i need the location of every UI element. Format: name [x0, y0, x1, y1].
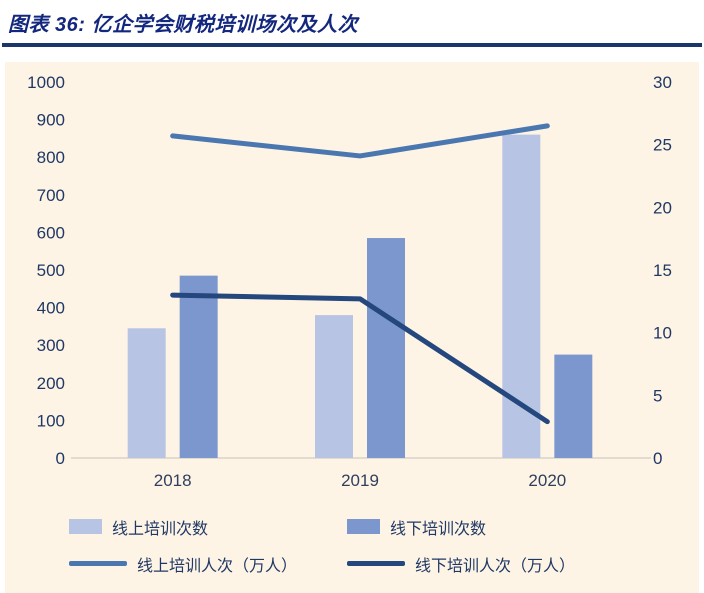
left-axis-tick: 1000	[27, 73, 65, 92]
bar-series0-2018	[127, 328, 166, 458]
legend-label-online-sessions: 线上培训次数	[112, 520, 209, 538]
legend-swatch-offline-trainees	[347, 561, 405, 566]
x-axis-label: 2020	[528, 471, 566, 490]
line-series0	[170, 123, 550, 159]
right-axis-tick: 25	[653, 136, 672, 155]
chart-panel: 0 100 200 300 400 500 600 700 800 900 1000 0 5 10 15 20…	[5, 62, 699, 593]
right-axis-tick: 20	[653, 198, 672, 217]
legend-row-lines: 线上培训人次（万人） 线下培训人次（万人）	[69, 545, 699, 582]
bar-series1-2019	[367, 238, 405, 458]
left-axis-tick: 700	[37, 186, 65, 205]
x-axis-label: 2019	[341, 471, 379, 490]
right-axis-tick: 0	[653, 449, 662, 468]
bar-series0-2019	[315, 315, 353, 458]
title-underline	[2, 43, 702, 47]
legend-swatch-online-trainees	[69, 561, 127, 566]
line-series1	[170, 292, 550, 425]
left-axis-tick: 400	[37, 299, 65, 318]
right-axis-tick: 30	[653, 73, 672, 92]
legend-item-online-trainees: 线上培训人次（万人）	[69, 552, 347, 576]
legend-item-offline-trainees: 线下培训人次（万人）	[347, 552, 625, 576]
legend-swatch-online-sessions	[69, 519, 102, 534]
legend-label-offline-sessions: 线下培训次数	[390, 520, 487, 538]
figure-title: 图表 36: 亿企学会财税培训场次及人次	[8, 14, 359, 36]
legend-swatch-offline-sessions	[347, 519, 380, 534]
legend-label-online-trainees: 线上培训人次（万人）	[137, 557, 298, 575]
right-axis-tick: 5	[653, 386, 662, 405]
legend-item-online-sessions: 线上培训次数	[69, 515, 347, 539]
left-axis-tick: 100	[37, 411, 65, 430]
legend-row-bars: 线上培训次数 线下培训次数	[69, 508, 699, 545]
x-axis-label: 2018	[154, 471, 192, 490]
left-axis-tick: 200	[37, 374, 65, 393]
left-axis-tick: 900	[37, 111, 65, 130]
left-axis-tick: 800	[37, 148, 65, 167]
right-axis-tick: 10	[653, 324, 672, 343]
legend-item-offline-sessions: 线下培训次数	[347, 515, 625, 539]
legend-label-offline-trainees: 线下培训人次（万人）	[415, 557, 576, 575]
chart-legend: 线上培训次数 线下培训次数 线上培训人次（万人） 线下培训人次（万人）	[5, 494, 699, 582]
bar-series1-2018	[179, 275, 218, 458]
bar-series1-2020	[554, 354, 593, 458]
left-axis-tick: 600	[37, 223, 65, 242]
combo-chart: 0 100 200 300 400 500 600 700 800 900 1000 0 5 10 15 20…	[27, 73, 672, 490]
left-axis-tick: 0	[56, 449, 65, 468]
bar-series0-2020	[502, 134, 541, 458]
left-axis-tick: 500	[37, 261, 65, 280]
right-axis-tick: 15	[653, 261, 672, 280]
left-axis-tick: 300	[37, 336, 65, 355]
